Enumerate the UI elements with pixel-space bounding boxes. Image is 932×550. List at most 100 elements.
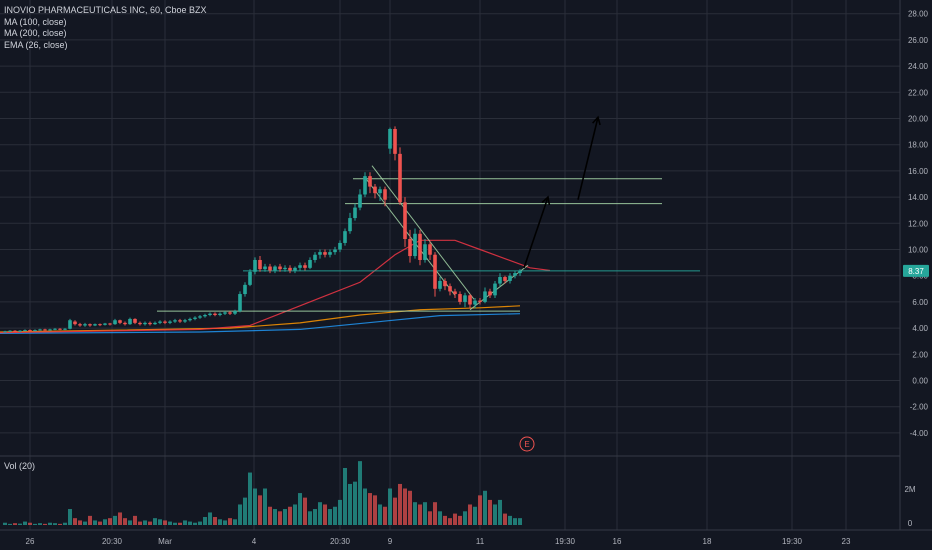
volume-bar xyxy=(208,512,212,525)
candle-body xyxy=(438,280,442,289)
candle-body xyxy=(468,295,472,305)
volume-bar xyxy=(98,521,102,525)
volume-bar xyxy=(143,520,147,525)
drawn-trend-line[interactable] xyxy=(371,165,475,300)
candle-body xyxy=(198,316,202,318)
volume-bar xyxy=(233,519,237,525)
candle-body xyxy=(308,259,312,268)
candle-body xyxy=(168,321,172,323)
candle-body xyxy=(418,233,422,260)
volume-bar xyxy=(3,522,7,525)
volume-bar xyxy=(358,461,362,525)
candle-body xyxy=(443,280,447,287)
candle-body xyxy=(258,259,262,270)
price-tick-label: 18.00 xyxy=(908,141,929,150)
volume-bar xyxy=(468,504,472,525)
volume-bar xyxy=(58,523,62,525)
candle-body xyxy=(288,267,292,271)
candle-body xyxy=(53,328,57,330)
price-tick-label: 2.00 xyxy=(912,350,928,359)
volume-bar xyxy=(238,504,242,525)
candle-body xyxy=(23,330,27,332)
candle-body xyxy=(423,244,427,260)
candle-body xyxy=(508,275,512,281)
candle-body xyxy=(238,294,242,312)
volume-label[interactable]: Vol (20) xyxy=(4,461,36,471)
volume-bar xyxy=(63,522,67,525)
candle-body xyxy=(453,291,457,295)
volume-bar xyxy=(318,502,322,525)
candle-body xyxy=(13,330,17,332)
candle-body xyxy=(253,259,257,272)
volume-bar xyxy=(88,515,92,525)
ma200-line xyxy=(0,313,521,334)
volume-bar xyxy=(133,515,137,525)
volume-bar xyxy=(413,502,417,525)
candle-body xyxy=(98,324,102,326)
volume-bar xyxy=(48,522,52,525)
volume-bar xyxy=(373,495,377,525)
candle-body xyxy=(518,270,522,274)
earnings-marker[interactable] xyxy=(519,436,535,452)
volume-bar xyxy=(193,522,197,525)
candle-body xyxy=(403,202,407,240)
candle-body xyxy=(483,291,487,302)
volume-bar xyxy=(33,523,37,525)
volume-bar xyxy=(418,504,422,525)
candle-body xyxy=(143,322,147,325)
price-tick-label: -2.00 xyxy=(910,403,929,412)
volume-bar xyxy=(298,493,302,525)
time-tick-label: 19:30 xyxy=(555,537,576,546)
volume-bar xyxy=(338,499,342,525)
time-tick-label: 20:30 xyxy=(102,537,123,546)
indicator-ma100[interactable]: MA (100, close) xyxy=(4,16,67,27)
candle-body xyxy=(213,313,217,315)
candle-body xyxy=(398,153,402,203)
price-tick-label: 14.00 xyxy=(908,193,929,202)
indicator-ma200[interactable]: MA (200, close) xyxy=(4,28,67,38)
drawn-arrow[interactable] xyxy=(577,117,599,200)
candle-body xyxy=(133,318,137,323)
volume-bar xyxy=(258,495,262,525)
candle-body xyxy=(428,244,432,255)
chart-legend: INOVIO PHARMACEUTICALS INC, 60, Cboe BZX… xyxy=(4,5,207,51)
volume-bar xyxy=(463,511,467,525)
candle-body xyxy=(88,324,92,326)
candle-body xyxy=(93,324,97,326)
volume-bar xyxy=(158,519,162,525)
volume-bar xyxy=(108,518,112,525)
time-tick-label: Mar xyxy=(158,537,172,546)
ema26-line xyxy=(0,239,551,334)
volume-bar xyxy=(408,490,412,525)
arrow-head xyxy=(541,195,551,206)
time-tick-label: 26 xyxy=(26,537,35,546)
drawn-arrow[interactable] xyxy=(523,196,549,269)
volume-bar xyxy=(498,499,502,525)
candle-body xyxy=(178,320,182,322)
volume-bar xyxy=(168,521,172,525)
time-tick-label: 23 xyxy=(842,537,851,546)
volume-bar xyxy=(213,517,217,525)
indicator-ema26[interactable]: EMA (26, close) xyxy=(4,39,68,50)
candle-body xyxy=(263,266,267,270)
volume-bar xyxy=(243,497,247,525)
volume-bar xyxy=(153,518,157,525)
candle-body xyxy=(183,320,187,322)
candle-body xyxy=(113,320,117,325)
candle-body xyxy=(373,186,377,194)
volume-bar xyxy=(228,518,232,525)
volume-bar xyxy=(398,483,402,525)
volume-bar xyxy=(448,518,452,525)
price-tick-label: 26.00 xyxy=(908,36,929,45)
volume-bar xyxy=(443,515,447,525)
time-tick-label: 9 xyxy=(388,537,393,546)
last-price-label: 8.37 xyxy=(908,267,924,276)
volume-bar xyxy=(268,506,272,525)
candle-body xyxy=(28,330,32,332)
volume-bar xyxy=(23,521,27,525)
volume-bar xyxy=(53,523,57,525)
volume-bar xyxy=(503,513,507,525)
candle-body xyxy=(243,284,247,295)
